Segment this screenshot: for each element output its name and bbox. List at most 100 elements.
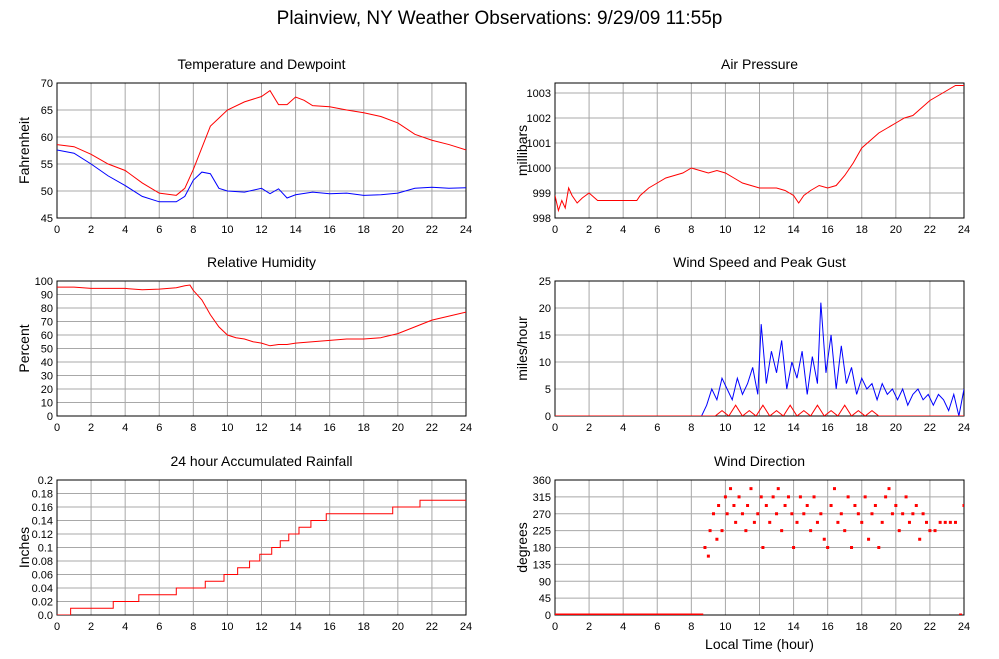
chart-rainfall: 0 2 4 6 8 10 12 14 16 18 20 22 240.00.020.040.060.08… [16, 453, 472, 633]
y-tick-label: 10 [539, 357, 551, 369]
data-point [948, 520, 952, 524]
y-tick-label: 15 [539, 330, 551, 342]
x-tick-label: 18 [358, 224, 370, 236]
y-tick-label: 0.04 [32, 583, 53, 595]
data-point [720, 529, 724, 533]
data-point [746, 504, 750, 507]
y-tick-label: 998 [533, 213, 551, 225]
data-point [832, 487, 836, 491]
data-point [953, 520, 957, 524]
data-point [783, 504, 787, 507]
x-tick-label: 20 [392, 621, 404, 633]
data-point [918, 537, 922, 541]
chart-title: Wind Direction [714, 453, 805, 469]
series-0 [555, 302, 964, 416]
x-tick-label: 0 [552, 224, 558, 236]
y-tick-label: 0 [545, 610, 551, 622]
data-point [959, 613, 963, 615]
data-point [798, 495, 802, 499]
data-point [732, 504, 736, 507]
x-tick-label: 16 [822, 422, 834, 434]
data-point [703, 546, 707, 549]
x-tick-label: 2 [586, 224, 592, 236]
data-point [836, 520, 840, 524]
x-tick-label: 6 [654, 621, 660, 633]
x-tick-label: 6 [156, 422, 162, 434]
y-tick-label: 0.08 [32, 556, 53, 568]
y-tick-label: 135 [533, 559, 551, 571]
x-tick-label: 18 [856, 621, 868, 633]
y-tick-label: 50 [41, 344, 53, 356]
y-tick-label: 40 [41, 357, 53, 369]
series-line [57, 149, 466, 203]
chart-title: Air Pressure [721, 56, 798, 72]
x-tick-label: 8 [190, 422, 196, 434]
data-point [867, 537, 871, 541]
chart-title: 24 hour Accumulated Rainfall [170, 453, 352, 469]
y-tick-label: 45 [41, 213, 53, 225]
x-axis-label: Local Time (hour) [705, 636, 814, 652]
x-tick-label: 16 [822, 621, 834, 633]
series-0 [555, 487, 964, 615]
x-tick-label: 4 [122, 422, 128, 434]
x-tick-label: 0 [552, 422, 558, 434]
y-axis-label: Percent [16, 324, 32, 372]
plot-frame [56, 479, 467, 616]
data-point [887, 487, 891, 491]
data-point [737, 495, 741, 499]
series-line [57, 89, 466, 196]
data-point [890, 512, 894, 516]
x-tick-label: 10 [719, 621, 731, 633]
data-point [928, 529, 932, 533]
x-tick-label: 20 [890, 422, 902, 434]
y-tick-label: 65 [41, 105, 53, 117]
y-axis-label: millibars [514, 125, 530, 176]
data-point [904, 495, 908, 499]
y-axis-label: Fahrenheit [16, 117, 32, 184]
data-point [843, 529, 847, 533]
data-point [723, 495, 727, 499]
data-point [863, 495, 867, 499]
data-point [856, 512, 860, 516]
x-tick-label: 16 [324, 224, 336, 236]
y-axis-label: Inches [16, 527, 32, 568]
x-tick-label: 24 [958, 621, 970, 633]
plot-frame [56, 280, 467, 417]
y-tick-label: 0.16 [32, 502, 53, 514]
data-point [901, 512, 905, 516]
y-tick-label: 0.12 [32, 529, 53, 541]
y-tick-label: 70 [41, 317, 53, 329]
y-tick-label: 0.1 [38, 543, 53, 555]
series-line [57, 499, 466, 615]
x-tick-label: 12 [753, 422, 765, 434]
data-point [911, 512, 915, 516]
y-tick-label: 1003 [527, 88, 551, 100]
plot-frame [554, 479, 965, 616]
y-tick-label: 5 [545, 384, 551, 396]
x-tick-label: 2 [88, 224, 94, 236]
y-tick-label: 0 [545, 411, 551, 423]
x-tick-label: 4 [620, 422, 626, 434]
plot-frame [56, 82, 467, 219]
data-point [759, 495, 763, 499]
x-tick-label: 4 [620, 224, 626, 236]
x-tick-label: 10 [221, 422, 233, 434]
data-point [853, 504, 857, 507]
x-tick-label: 4 [620, 621, 626, 633]
x-tick-label: 12 [753, 224, 765, 236]
x-tick-label: 24 [460, 422, 472, 434]
x-tick-label: 18 [358, 621, 370, 633]
x-tick-label: 4 [122, 224, 128, 236]
data-point [839, 512, 843, 516]
x-tick-label: 24 [958, 224, 970, 236]
data-point [761, 546, 765, 549]
x-tick-label: 20 [890, 224, 902, 236]
data-point [740, 512, 744, 516]
chart-relative-humidity: 0 2 4 6 8 10 12 14 16 18 20 22 240102030405060708090… [16, 254, 472, 434]
y-tick-label: 60 [41, 330, 53, 342]
series-line [555, 85, 964, 213]
series-line [555, 302, 964, 416]
series-0 [57, 89, 466, 196]
y-tick-label: 0.0 [38, 610, 53, 622]
